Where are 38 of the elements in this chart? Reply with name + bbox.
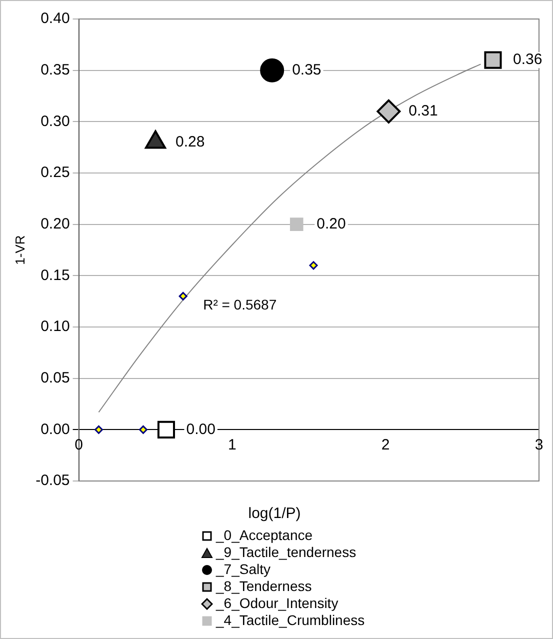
point [138,425,148,434]
y-tick-label: 0.20 [40,215,70,232]
x-tick-label: 1 [228,436,236,454]
point [484,51,502,69]
legend-label: _0_Acceptance [216,527,313,544]
y-tick-label: 0.25 [40,164,70,182]
y-tick-label: 0.00 [40,420,70,438]
y-axis-title: 1-VR [12,235,28,265]
line-series [98,64,482,413]
data-label: 0.35 [292,61,322,78]
y-tick-label: 0.30 [40,112,70,130]
y-tick-label: -0.05 [36,472,70,490]
legend-label: _9_Tactile_tenderness [216,544,356,561]
point [94,425,103,434]
y-tick-label: 0.40 [40,10,70,28]
data-label: 0.31 [408,102,438,120]
data-label: 0.28 [175,133,205,150]
legend-label: _7_Salty [216,561,270,578]
legend-label: _4_Tactile_Crumbliness [216,612,365,629]
x-tick-label: 2 [381,436,390,454]
legend-label: _6_Odour_Intensity [216,595,338,612]
data-label: 0.36 [512,51,542,68]
point [376,99,401,124]
x-axis-title: log(1/P) [248,505,301,522]
point [157,420,176,438]
data-label: 0.00 [186,420,216,438]
point [178,292,188,300]
y-tick-label: 0.10 [40,318,70,336]
data-label: 0.20 [316,215,346,232]
point [290,218,304,231]
point [309,261,318,270]
point [260,58,284,82]
annotation: R² = 0.5687 [203,296,277,312]
x-tick-label: 3 [534,436,544,454]
legend-label: _8_Tenderness [216,578,312,595]
y-tick-label: 0.05 [40,369,70,386]
y-tick-label: 0.35 [40,61,70,78]
y-tick-label: 0.15 [40,266,70,284]
